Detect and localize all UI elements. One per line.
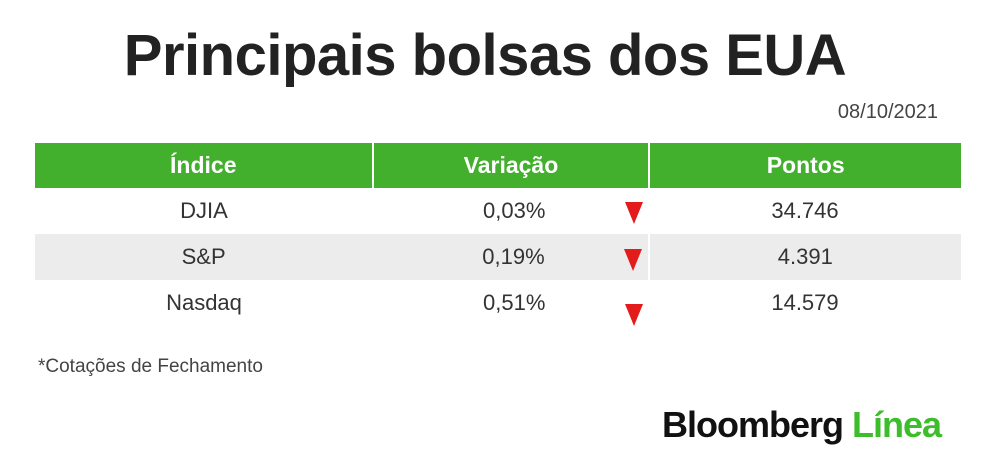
points-value: 14.579 <box>771 290 839 315</box>
index-name: S&P <box>181 244 226 269</box>
indices-table: Índice Variação Pontos DJIA 0,03% 34.746… <box>35 143 961 326</box>
index-name: DJIA <box>180 198 228 223</box>
table-row: Nasdaq 0,51% 14.579 <box>35 280 961 326</box>
index-name: Nasdaq <box>166 290 242 315</box>
bloomberg-linea-logo: Bloomberg Línea <box>662 404 942 446</box>
table-row: S&P 0,19% 4.391 <box>35 234 961 280</box>
logo-suffix: Línea <box>852 404 942 445</box>
logo-brand: Bloomberg <box>662 404 844 445</box>
down-arrow-icon <box>625 304 643 326</box>
down-arrow-icon <box>625 202 643 224</box>
header-index: Índice <box>35 143 374 188</box>
table-row: DJIA 0,03% 34.746 <box>35 188 961 234</box>
table-header: Índice Variação Pontos <box>35 143 961 188</box>
down-arrow-icon <box>624 249 643 271</box>
page-title: Principais bolsas dos EUA <box>123 23 847 88</box>
points-value: 4.391 <box>777 244 833 269</box>
footnote: *Cotações de Fechamento <box>38 356 263 377</box>
variation-value: 0,19% <box>482 244 545 269</box>
date-label: 08/10/2021 <box>837 101 938 123</box>
header-points: Pontos <box>766 152 845 178</box>
variation-value: 0,51% <box>483 290 546 315</box>
header-variation: Variação <box>374 143 651 188</box>
variation-value: 0,03% <box>483 198 546 223</box>
points-value: 34.746 <box>771 198 839 223</box>
